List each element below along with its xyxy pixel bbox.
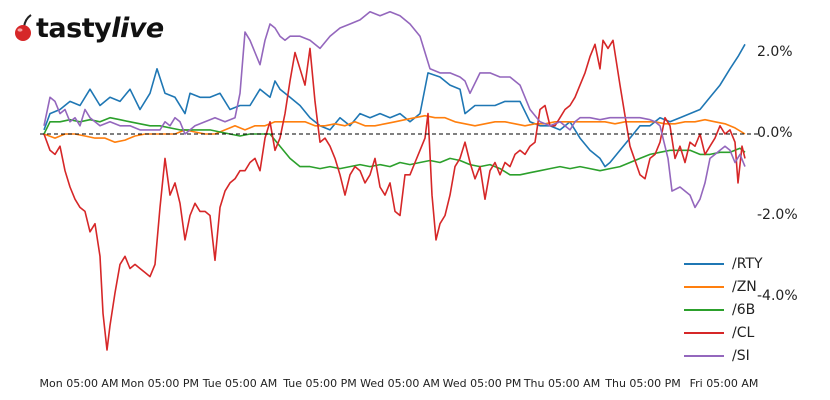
legend-item-6b: /6B: [684, 298, 763, 321]
legend-item-cl: /CL: [684, 321, 763, 344]
series-line-zn: [43, 114, 746, 143]
legend-label: /RTY: [732, 255, 763, 272]
legend-label: /CL: [732, 324, 755, 341]
y-tick-label: -4.0%: [757, 288, 798, 304]
series-layer: [43, 11, 746, 351]
legend-label: /SI: [732, 347, 750, 364]
series-line-6b: [43, 116, 746, 176]
legend-swatch: [684, 331, 724, 334]
legend-swatch: [684, 285, 724, 288]
y-tick-label: 2.0%: [757, 43, 793, 60]
series-line-cl: [43, 39, 746, 351]
x-tick-label: Wed 05:00 AM: [360, 377, 440, 390]
legend-label: /6B: [732, 301, 756, 318]
x-tick-label: Fri 05:00 AM: [689, 377, 759, 390]
x-tick-label: Tue 05:00 PM: [283, 377, 357, 390]
chart-legend: /RTY/ZN/6B/CL/SI: [684, 252, 763, 367]
x-tick-label: Mon 05:00 AM: [39, 377, 119, 390]
y-tick-label: -2.0%: [757, 206, 798, 223]
x-tick-label: Thu 05:00 PM: [605, 377, 681, 390]
legend-item-zn: /ZN: [684, 275, 763, 298]
x-tick-label: Wed 05:00 PM: [442, 377, 522, 390]
series-line-si: [43, 11, 746, 209]
legend-swatch: [684, 262, 724, 265]
y-tick-label: 0.0%: [757, 125, 793, 141]
tastylive-logo: tastylive: [12, 8, 164, 48]
legend-label: /ZN: [732, 278, 757, 295]
cherry-icon: [15, 14, 32, 41]
x-tick-label: Thu 05:00 AM: [523, 377, 601, 390]
series-line-rty: [43, 43, 746, 168]
x-tick-label: Mon 05:00 PM: [120, 377, 200, 390]
logo-text: tastylive: [36, 12, 164, 44]
legend-swatch: [684, 354, 724, 357]
legend-item-rty: /RTY: [684, 252, 763, 275]
x-tick-label: Tue 05:00 AM: [202, 377, 278, 390]
legend-item-si: /SI: [684, 344, 763, 367]
legend-swatch: [684, 308, 724, 311]
